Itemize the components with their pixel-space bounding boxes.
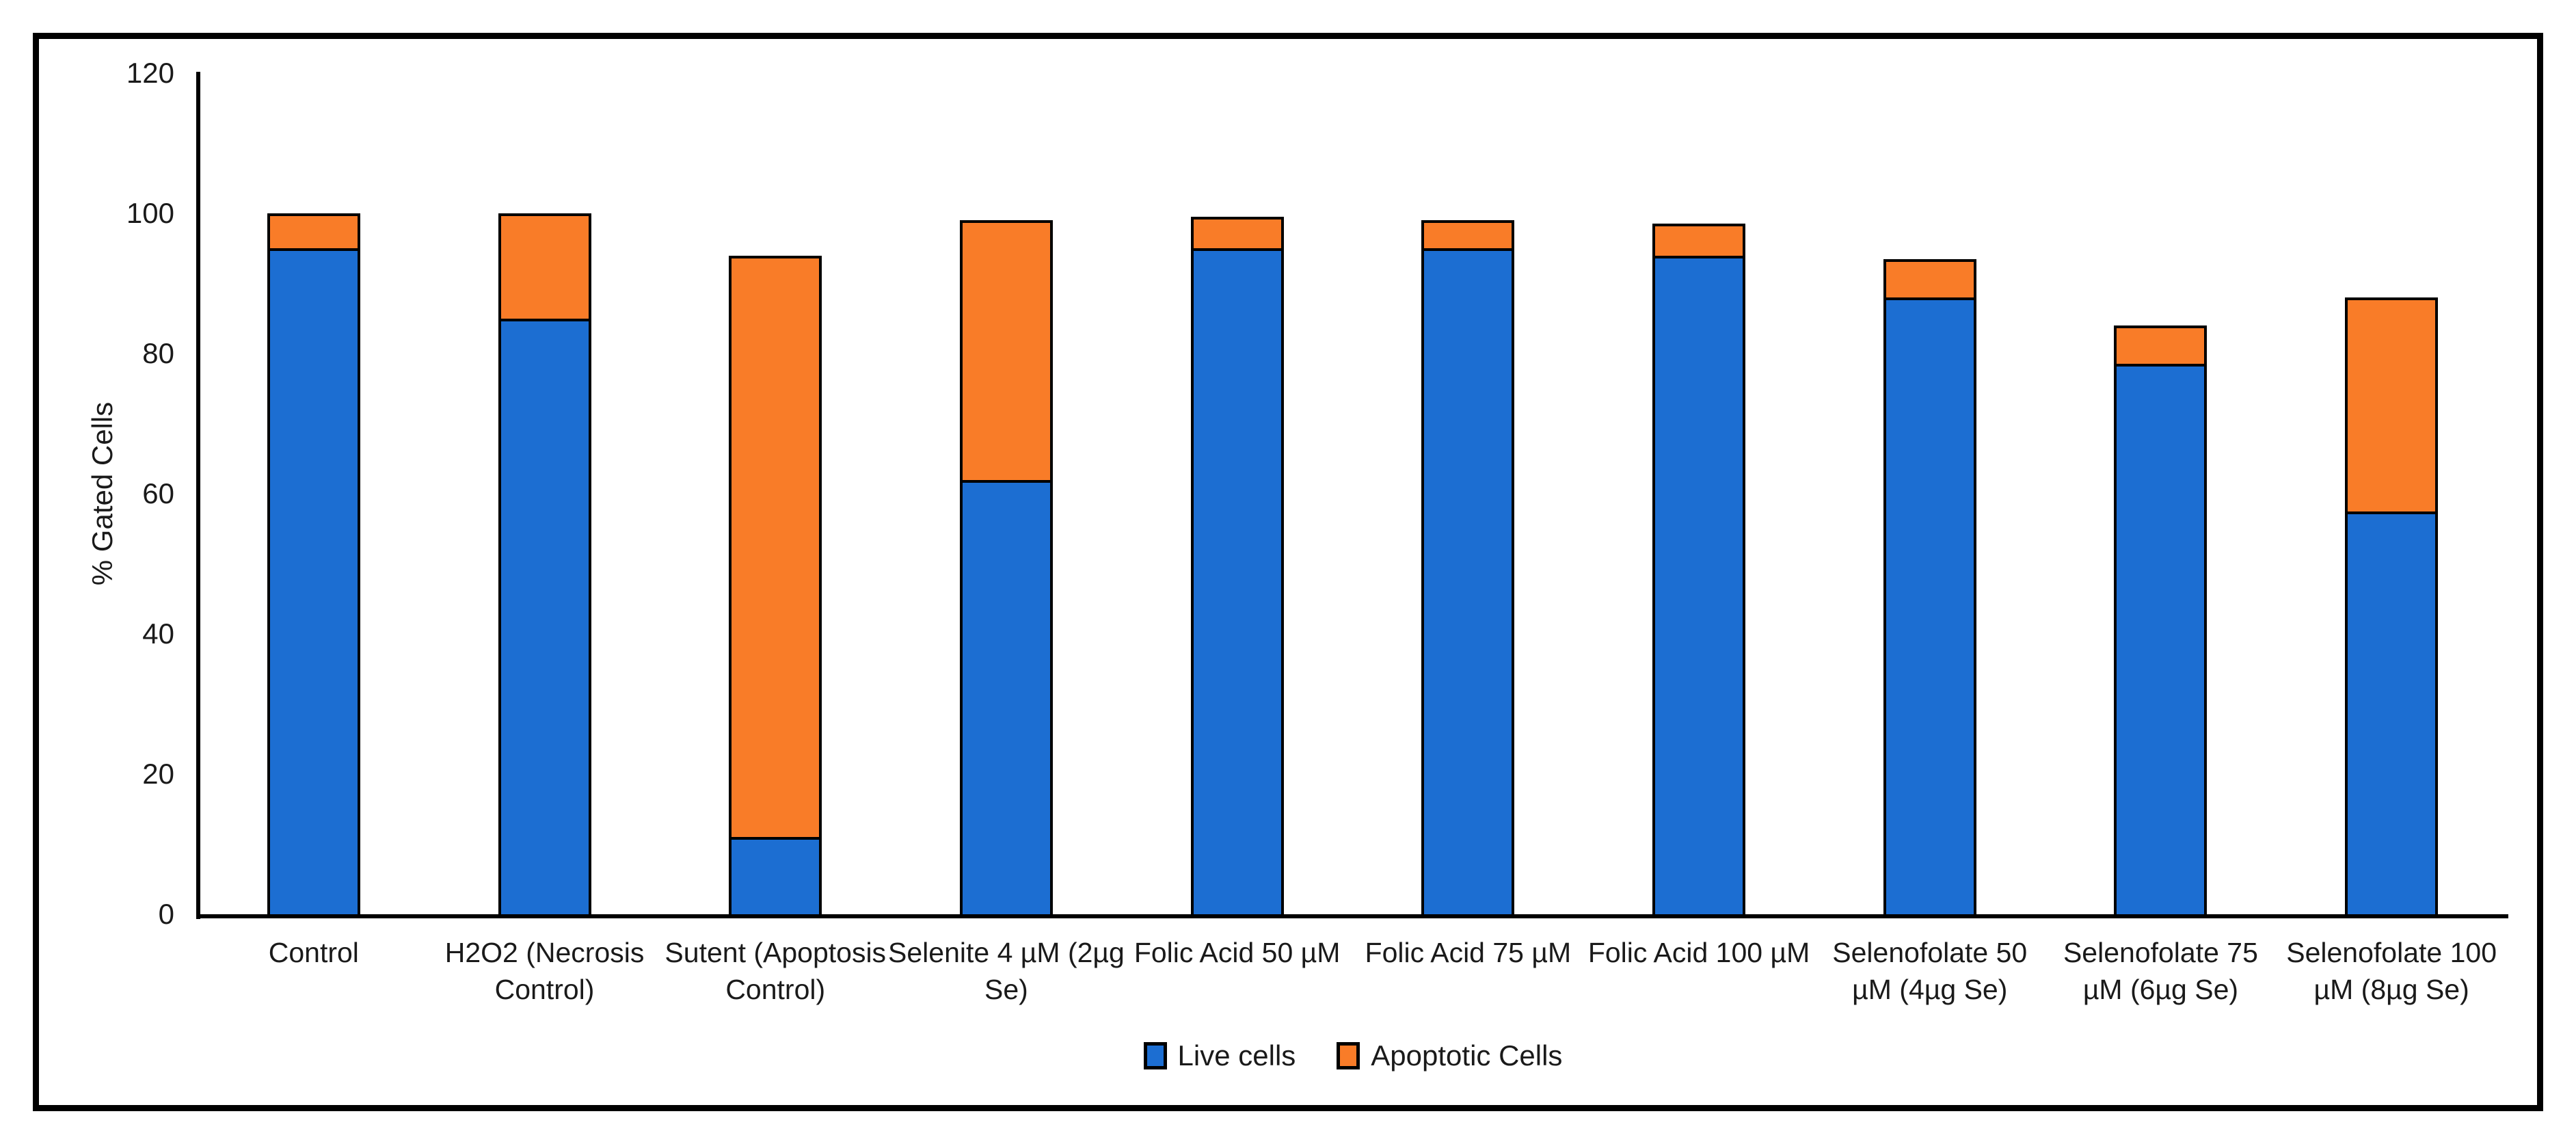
bar-segment-live-cells: [267, 248, 360, 914]
bar-segment-live-cells: [2345, 511, 2439, 914]
bar-segment-apoptotic-cells: [267, 213, 360, 249]
x-axis-category-label: Folic Acid 100 µM: [1587, 937, 1810, 968]
x-axis-category-label: Folic Acid 50 µM: [1133, 937, 1341, 968]
x-axis-category-label: Selenofolate 75 µM (6µg Se): [2063, 937, 2258, 1006]
legend: Live cells Apoptotic Cells: [198, 1039, 2508, 1072]
legend-item-apoptotic-cells: Apoptotic Cells: [1337, 1039, 1562, 1072]
bar-segment-live-cells: [959, 479, 1053, 914]
y-axis-tick-label: 120: [126, 57, 174, 89]
legend-label-live-cells: Live cells: [1177, 1039, 1296, 1072]
bar-segment-live-cells: [1190, 248, 1284, 914]
y-axis-tick-label: 0: [158, 898, 174, 930]
bar-segment-live-cells: [498, 318, 591, 914]
bar-segment-live-cells: [1652, 255, 1746, 914]
x-axis-category-label: Sutent (Apoptosis Control): [665, 937, 887, 1006]
y-axis-tick-label: 60: [142, 477, 174, 509]
x-axis-category-label: Selenofolate 50 µM (4µg Se): [1832, 937, 2028, 1006]
x-axis-category-label: Folic Acid 75 µM: [1365, 937, 1572, 968]
bar-segment-apoptotic-cells: [1421, 220, 1515, 249]
legend-swatch-apoptotic-cells: [1337, 1042, 1360, 1069]
legend-item-live-cells: Live cells: [1143, 1039, 1296, 1072]
bar-segment-live-cells: [1421, 248, 1515, 914]
legend-label-apoptotic-cells: Apoptotic Cells: [1371, 1039, 1563, 1072]
x-axis-category-label: Selenite 4 µM (2µg Se): [888, 937, 1125, 1006]
bar-segment-live-cells: [2114, 364, 2208, 914]
bar-segment-apoptotic-cells: [1190, 217, 1284, 249]
bar-segment-apoptotic-cells: [498, 213, 591, 319]
bar-segment-live-cells: [729, 837, 822, 914]
bar-segment-apoptotic-cells: [959, 220, 1053, 480]
x-axis-category-label: Control: [268, 937, 359, 968]
y-axis-tick-label: 80: [142, 337, 174, 369]
bar-segment-apoptotic-cells: [1883, 258, 1976, 297]
y-axis-line: [196, 72, 200, 919]
bar-segment-apoptotic-cells: [1652, 224, 1746, 256]
y-axis-tick-label: 100: [126, 197, 174, 229]
y-axis-tick-label: 40: [142, 617, 174, 650]
x-axis-category-label: Selenofolate 100 µM (8µg Se): [2286, 937, 2497, 1006]
bar-segment-apoptotic-cells: [729, 255, 822, 838]
bar-segment-live-cells: [1883, 297, 1976, 914]
legend-swatch-live-cells: [1143, 1042, 1167, 1069]
bar-segment-apoptotic-cells: [2345, 297, 2439, 511]
x-axis-category-label: H2O2 (Necrosis Control): [444, 937, 645, 1006]
x-axis-line: [196, 914, 2508, 918]
bar-segment-apoptotic-cells: [2114, 325, 2208, 364]
y-axis-tick-label: 20: [142, 758, 174, 790]
